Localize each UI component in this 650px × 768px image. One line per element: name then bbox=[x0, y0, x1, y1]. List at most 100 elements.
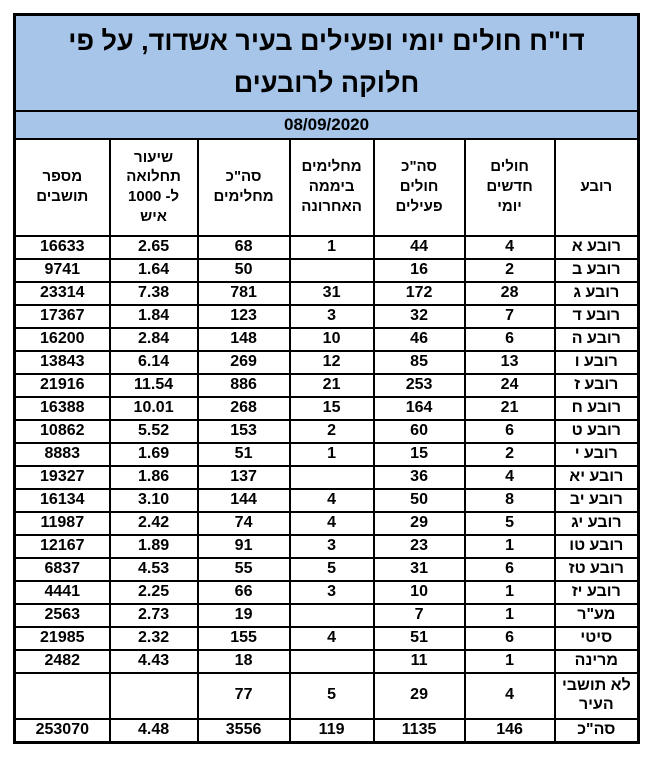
cell-new-daily: 1 bbox=[463, 648, 556, 674]
cell-new-daily: 2 bbox=[463, 257, 556, 283]
table-row: רובע י 2 15 1 51 1.69 8883 bbox=[13, 441, 640, 467]
cell-quarter: רובע טז bbox=[553, 556, 640, 582]
table-row: רובע ד 7 32 3 123 1.84 17367 bbox=[13, 303, 640, 329]
cell-recovered-last-day: 31 bbox=[288, 280, 375, 306]
cell-residents: 16388 bbox=[13, 395, 111, 421]
cell-residents: 9741 bbox=[13, 257, 111, 283]
cell-rate-per-1000: 11.54 bbox=[108, 372, 199, 398]
cell-active-total: 11 bbox=[372, 648, 466, 674]
table-row: רובע ט 6 60 2 153 5.52 10862 bbox=[13, 418, 640, 444]
col-header-residents: מספר תושבים bbox=[13, 137, 111, 237]
cell-recovered-total: 155 bbox=[196, 625, 291, 651]
cell-recovered-last-day: 3 bbox=[288, 533, 375, 559]
cell-residents: 2563 bbox=[13, 602, 111, 628]
cell-recovered-total: 144 bbox=[196, 487, 291, 513]
cell-recovered-last-day: 5 bbox=[288, 671, 375, 720]
cell-new-daily: 1 bbox=[463, 602, 556, 628]
cell-new-daily: 1 bbox=[463, 533, 556, 559]
col-header-rate-per-1000: שיעור תחלואה ל- 1000 איש bbox=[108, 137, 199, 237]
cell-rate-per-1000: 2.73 bbox=[108, 602, 199, 628]
cell-residents bbox=[13, 671, 111, 720]
cell-residents: 2482 bbox=[13, 648, 111, 674]
cell-quarter: רובע יג bbox=[553, 510, 640, 536]
cell-rate-per-1000: 1.89 bbox=[108, 533, 199, 559]
cell-quarter: רובע יז bbox=[553, 579, 640, 605]
cell-recovered-last-day: 3 bbox=[288, 579, 375, 605]
cell-recovered-last-day: 3 bbox=[288, 303, 375, 329]
cell-active-total: 253 bbox=[372, 372, 466, 398]
date-row: 08/09/2020 bbox=[13, 109, 640, 140]
cell-residents: 21916 bbox=[13, 372, 111, 398]
cell-rate-per-1000: 6.14 bbox=[108, 349, 199, 375]
report-title: דו"ח חולים יומי ופעילים בעיר אשדוד, על פ… bbox=[13, 13, 640, 112]
col-header-recovered-total: סה"כ מחלימים bbox=[196, 137, 291, 237]
cell-quarter: רובע ז bbox=[553, 372, 640, 398]
report-date: 08/09/2020 bbox=[13, 109, 640, 140]
table-row: רובע יז 1 10 3 66 2.25 4441 bbox=[13, 579, 640, 605]
cell-recovered-total: 66 bbox=[196, 579, 291, 605]
cell-active-total: 172 bbox=[372, 280, 466, 306]
cell-recovered-total: 3556 bbox=[196, 717, 291, 744]
cell-quarter: רובע ו bbox=[553, 349, 640, 375]
cell-rate-per-1000: 7.38 bbox=[108, 280, 199, 306]
table-row: רובע ו 13 85 12 269 6.14 13843 bbox=[13, 349, 640, 375]
table-row: סיטי 6 51 4 155 2.32 21985 bbox=[13, 625, 640, 651]
cell-new-daily: 7 bbox=[463, 303, 556, 329]
cell-new-daily: 28 bbox=[463, 280, 556, 306]
cell-active-total: 85 bbox=[372, 349, 466, 375]
cell-new-daily: 4 bbox=[463, 464, 556, 490]
table-row: לא תושבי העיר 4 29 5 77 bbox=[13, 671, 640, 720]
cell-rate-per-1000: 2.32 bbox=[108, 625, 199, 651]
cell-recovered-total: 74 bbox=[196, 510, 291, 536]
cell-new-daily: 6 bbox=[463, 326, 556, 352]
cell-new-daily: 24 bbox=[463, 372, 556, 398]
cell-recovered-total: 91 bbox=[196, 533, 291, 559]
cell-recovered-total: 68 bbox=[196, 234, 291, 260]
title-row: דו"ח חולים יומי ופעילים בעיר אשדוד, על פ… bbox=[13, 13, 640, 112]
cell-recovered-last-day: 1 bbox=[288, 234, 375, 260]
cell-active-total: 29 bbox=[372, 510, 466, 536]
cell-recovered-last-day: 4 bbox=[288, 487, 375, 513]
cell-rate-per-1000 bbox=[108, 671, 199, 720]
table-row: רובע ב 2 16 50 1.64 9741 bbox=[13, 257, 640, 283]
table-row: רובע יג 5 29 4 74 2.42 11987 bbox=[13, 510, 640, 536]
cell-active-total: 36 bbox=[372, 464, 466, 490]
cell-quarter: רובע טו bbox=[553, 533, 640, 559]
cell-recovered-total: 781 bbox=[196, 280, 291, 306]
cell-recovered-last-day: 12 bbox=[288, 349, 375, 375]
table-row: רובע יב 8 50 4 144 3.10 16134 bbox=[13, 487, 640, 513]
cell-rate-per-1000: 3.10 bbox=[108, 487, 199, 513]
cell-quarter: סיטי bbox=[553, 625, 640, 651]
cell-residents: 8883 bbox=[13, 441, 111, 467]
table-row: רובע ג 28 172 31 781 7.38 23314 bbox=[13, 280, 640, 306]
cell-recovered-total: 123 bbox=[196, 303, 291, 329]
cell-new-daily: 2 bbox=[463, 441, 556, 467]
cell-recovered-total: 269 bbox=[196, 349, 291, 375]
col-header-recovered-last-day: מחלימים ביממה האחרונה bbox=[288, 137, 375, 237]
cell-rate-per-1000: 2.42 bbox=[108, 510, 199, 536]
table-row: רובע ז 24 253 21 886 11.54 21916 bbox=[13, 372, 640, 398]
cell-residents: 23314 bbox=[13, 280, 111, 306]
cell-rate-per-1000: 1.86 bbox=[108, 464, 199, 490]
cell-recovered-total: 886 bbox=[196, 372, 291, 398]
table-body: רובע א 4 44 1 68 2.65 16633 רובע ב 2 16 50 1.64 9741… bbox=[13, 234, 640, 744]
cell-new-daily: 1 bbox=[463, 579, 556, 605]
cell-recovered-total: 51 bbox=[196, 441, 291, 467]
cell-new-daily: 5 bbox=[463, 510, 556, 536]
cell-rate-per-1000: 2.25 bbox=[108, 579, 199, 605]
cell-recovered-last-day: 1 bbox=[288, 441, 375, 467]
cell-residents: 253070 bbox=[13, 717, 111, 744]
cell-quarter: רובע ח bbox=[553, 395, 640, 421]
cell-active-total: 15 bbox=[372, 441, 466, 467]
cell-quarter: רובע יא bbox=[553, 464, 640, 490]
cell-residents: 16134 bbox=[13, 487, 111, 513]
cell-quarter: רובע א bbox=[553, 234, 640, 260]
cell-active-total: 50 bbox=[372, 487, 466, 513]
cell-active-total: 23 bbox=[372, 533, 466, 559]
cell-new-daily: 21 bbox=[463, 395, 556, 421]
table-row: רובע טז 6 31 5 55 4.53 6837 bbox=[13, 556, 640, 582]
cell-quarter: רובע ה bbox=[553, 326, 640, 352]
cell-quarter: רובע ב bbox=[553, 257, 640, 283]
cell-residents: 11987 bbox=[13, 510, 111, 536]
